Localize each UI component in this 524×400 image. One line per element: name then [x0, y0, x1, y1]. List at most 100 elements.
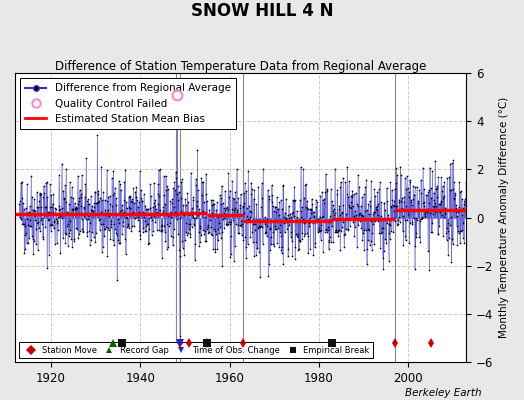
Point	[190, 220, 198, 227]
Point	[365, 211, 373, 217]
Point	[396, 208, 404, 214]
Point	[54, 214, 62, 220]
Point	[422, 192, 430, 199]
Point	[432, 186, 440, 192]
Point	[78, 226, 86, 233]
Point	[258, 241, 267, 247]
Point	[446, 161, 454, 168]
Point	[205, 206, 214, 213]
Point	[313, 229, 322, 235]
Point	[320, 200, 328, 206]
Point	[62, 166, 70, 172]
Point	[169, 185, 178, 191]
Point	[440, 213, 448, 220]
Point	[50, 225, 58, 232]
Point	[403, 217, 411, 223]
Point	[38, 215, 47, 221]
Point	[226, 220, 234, 227]
Point	[352, 215, 361, 221]
Point	[315, 224, 323, 231]
Point	[260, 221, 269, 228]
Point	[460, 240, 468, 246]
Point	[29, 238, 38, 244]
Point	[172, 175, 180, 181]
Point	[119, 209, 127, 216]
Point	[330, 212, 338, 219]
Point	[74, 235, 82, 242]
Point	[43, 264, 51, 271]
Point	[276, 196, 285, 203]
Point	[109, 192, 117, 198]
Point	[249, 221, 257, 227]
Point	[53, 227, 62, 234]
Point	[268, 199, 276, 205]
Point	[79, 228, 88, 234]
Point	[264, 272, 272, 279]
Point	[357, 225, 366, 231]
Point	[127, 228, 135, 234]
Point	[461, 196, 470, 202]
Point	[397, 172, 405, 178]
Point	[394, 220, 402, 227]
Point	[56, 212, 64, 219]
Point	[228, 178, 236, 184]
Point	[219, 200, 227, 207]
Point	[419, 198, 428, 205]
Point	[20, 250, 28, 256]
Point	[97, 249, 106, 256]
Point	[460, 198, 468, 204]
Point	[123, 205, 131, 212]
Point	[339, 174, 347, 181]
Point	[337, 228, 345, 235]
Point	[375, 179, 384, 185]
Point	[124, 221, 132, 227]
Point	[284, 246, 292, 252]
Point	[385, 230, 394, 236]
Point	[184, 199, 192, 206]
Point	[269, 241, 277, 248]
Point	[365, 242, 374, 248]
Point	[257, 223, 265, 229]
Point	[437, 174, 445, 180]
Point	[26, 223, 34, 230]
Point	[124, 223, 133, 229]
Point	[351, 224, 359, 230]
Point	[260, 218, 268, 225]
Point	[372, 204, 380, 210]
Point	[101, 197, 109, 203]
Point	[58, 205, 67, 211]
Point	[148, 217, 157, 223]
Point	[59, 212, 67, 218]
Point	[90, 199, 99, 206]
Point	[312, 218, 321, 224]
Point	[177, 195, 185, 201]
Point	[132, 184, 140, 190]
Point	[117, 211, 125, 217]
Point	[86, 220, 94, 226]
Point	[326, 186, 335, 193]
Point	[343, 164, 352, 170]
Point	[109, 167, 117, 174]
Point	[81, 210, 89, 217]
Point	[410, 191, 418, 198]
Point	[282, 215, 291, 221]
Point	[331, 165, 339, 172]
Point	[137, 195, 146, 201]
Point	[412, 184, 421, 190]
Point	[283, 212, 292, 218]
Point	[305, 214, 314, 221]
Point	[189, 214, 197, 220]
Point	[401, 237, 410, 244]
Point	[175, 247, 183, 253]
Point	[102, 224, 111, 230]
Point	[98, 197, 106, 203]
Point	[420, 202, 429, 209]
Point	[210, 226, 218, 232]
Point	[33, 189, 41, 196]
Point	[298, 236, 306, 242]
Point	[61, 199, 70, 205]
Point	[193, 146, 202, 153]
Point	[114, 216, 122, 222]
Point	[230, 257, 238, 264]
Point	[453, 213, 461, 219]
